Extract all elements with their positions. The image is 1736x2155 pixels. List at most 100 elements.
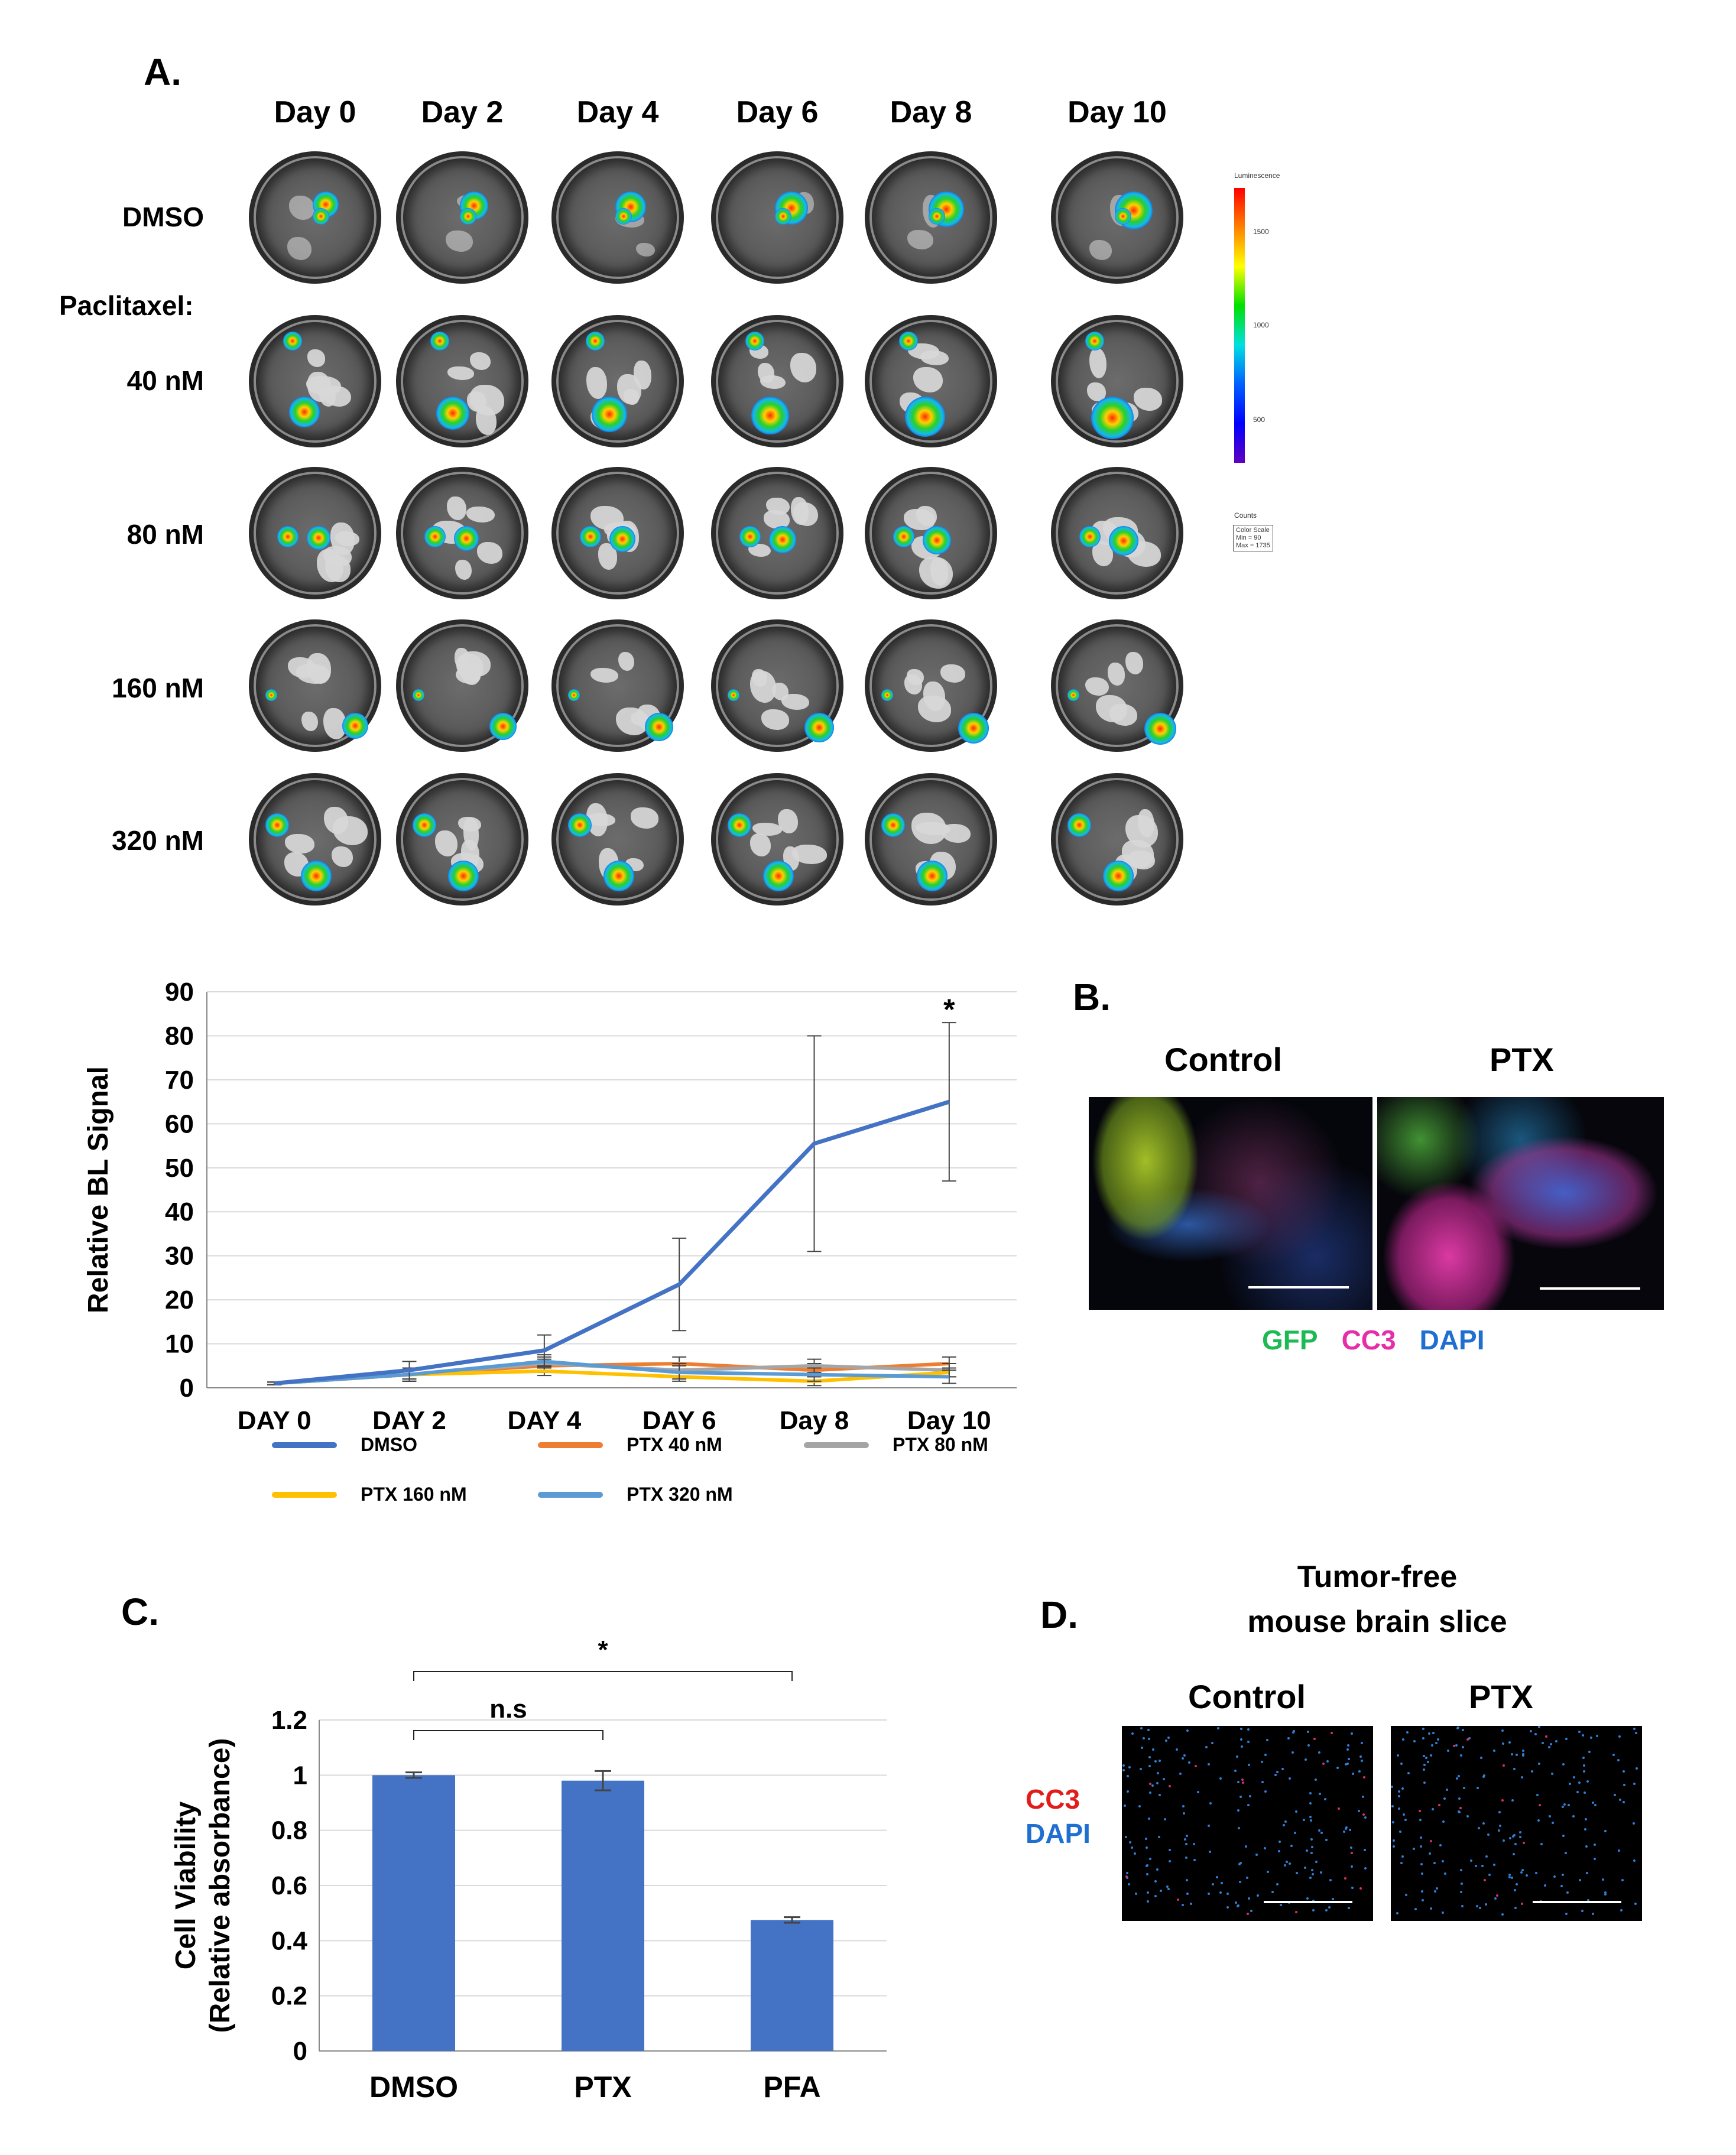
cell-nucleus-dot — [1540, 1843, 1543, 1846]
cell-nucleus-dot — [1209, 1850, 1212, 1853]
cell-nucleus-dot — [1475, 1865, 1478, 1868]
cell-nucleus-dot — [1280, 1903, 1283, 1906]
y-tick-label: 90 — [165, 978, 194, 1007]
cell-nucleus-dot — [1176, 1748, 1179, 1751]
cell-viability-bar-chart: 0 0.2 0.4 0.6 0.8 1 1.2 DMSO PTX PFA Cell Viabilit… — [170, 1635, 887, 2104]
tissue-slice — [635, 242, 655, 257]
cell-nucleus-dot — [1582, 1764, 1585, 1767]
tissue-slice — [920, 350, 949, 365]
cell-nucleus-dot — [1190, 1903, 1193, 1906]
cell-nucleus-dot — [1247, 1804, 1250, 1807]
cell-nucleus-dot — [1320, 1832, 1323, 1835]
cell-nucleus-dot — [1476, 1905, 1479, 1908]
cell-nucleus-dot — [1165, 1739, 1168, 1742]
cell-nucleus-dot — [1187, 1761, 1190, 1764]
luminescence-spot — [881, 689, 893, 701]
cell-nucleus-dot — [1281, 1768, 1284, 1771]
y-tick-label: 40 — [165, 1197, 194, 1226]
cell-nucleus-dot — [1133, 1852, 1136, 1855]
stain-cc3: CC3 — [1026, 1784, 1080, 1815]
cell-nucleus-dot — [1343, 1831, 1345, 1833]
petri-dish-image — [1051, 773, 1183, 906]
cell-nucleus-dot — [1185, 1843, 1187, 1846]
cell-nucleus-dot — [1508, 1873, 1511, 1876]
cell-nucleus-dot — [1138, 1805, 1141, 1808]
petri-dish-image — [711, 467, 843, 599]
y-axis-label: (Relative absorbance) — [205, 1738, 236, 2033]
petri-dish-image — [711, 315, 843, 447]
cell-nucleus-dot — [1248, 1795, 1251, 1798]
cell-nucleus-dot — [1219, 1891, 1222, 1894]
x-tick-label: PFA — [763, 2070, 820, 2104]
tissue-slice — [618, 651, 635, 671]
panel-b-ptx-title: PTX — [1490, 1041, 1554, 1078]
cell-nucleus-dot — [1326, 1760, 1329, 1763]
cell-nucleus-dot — [1584, 1791, 1586, 1794]
petri-dish-image — [1051, 619, 1183, 752]
cell-nucleus-dot — [1501, 1913, 1504, 1916]
luminescence-spot — [893, 526, 914, 547]
legend-label: PTX 320 nM — [627, 1484, 733, 1505]
cell-nucleus-dot — [1264, 1847, 1267, 1850]
cell-nucleus-dot — [1422, 1728, 1425, 1731]
cell-nucleus-dot — [1430, 1744, 1433, 1747]
y-tick-label: 60 — [165, 1109, 194, 1138]
cell-nucleus-dot — [1226, 1892, 1229, 1895]
cell-nucleus-dot — [1310, 1838, 1313, 1841]
cell-nucleus-dot — [1241, 1781, 1244, 1784]
cell-nucleus-dot — [1513, 1768, 1516, 1771]
panel-b-stain-legend: GFP CC3 DAPI — [1262, 1324, 1485, 1356]
tissue-slice — [790, 353, 817, 383]
y-tick-label: 50 — [165, 1154, 194, 1183]
cell-nucleus-dot — [1406, 1731, 1409, 1734]
cell-nucleus-dot — [1423, 1764, 1426, 1767]
cell-nucleus-dot — [1125, 1872, 1128, 1875]
cell-nucleus-dot — [1572, 1815, 1575, 1818]
cell-nucleus-dot — [1239, 1881, 1242, 1884]
cell-nucleus-dot — [1579, 1878, 1582, 1881]
cell-nucleus-dot — [1591, 1801, 1594, 1804]
cell-nucleus-dot — [1127, 1883, 1130, 1885]
cell-nucleus-dot — [1345, 1826, 1348, 1829]
cell-nucleus-dot — [1430, 1754, 1433, 1757]
cell-nucleus-dot — [1487, 1833, 1490, 1836]
petri-dish-image — [865, 467, 997, 599]
cell-nucleus-dot — [1576, 1791, 1579, 1794]
tissue-slice — [1125, 652, 1143, 674]
cell-nucleus-dot — [1407, 1771, 1410, 1774]
cell-nucleus-dot — [1185, 1835, 1188, 1838]
colorbar-scale-line2: Min = 90 — [1236, 534, 1261, 541]
series-ptx-80-nm — [267, 1356, 956, 1385]
tissue-slice — [918, 696, 952, 723]
cell-nucleus-dot — [1211, 1883, 1214, 1885]
cell-nucleus-dot — [1293, 1832, 1296, 1835]
cell-nucleus-dot — [1226, 1906, 1229, 1909]
x-tick-label: PTX — [574, 2070, 631, 2104]
x-tick-label: DAY 0 — [238, 1406, 311, 1435]
cell-nucleus-dot — [1542, 1742, 1544, 1745]
tissue-slice — [748, 543, 771, 557]
cell-nucleus-dot — [1588, 1751, 1591, 1754]
cell-nucleus-dot — [1423, 1754, 1426, 1757]
cell-nucleus-dot — [1186, 1892, 1189, 1895]
luminescence-spot — [460, 208, 476, 225]
cell-nucleus-dot — [1462, 1746, 1465, 1749]
cell-nucleus-dot — [1276, 1770, 1279, 1773]
cell-nucleus-dot — [1508, 1876, 1511, 1879]
cell-nucleus-dot — [1329, 1878, 1332, 1881]
cell-nucleus-dot — [1344, 1877, 1347, 1880]
cell-nucleus-dot — [1419, 1809, 1422, 1812]
luminescence-spot — [929, 208, 945, 225]
luminescence-spot — [283, 332, 302, 350]
cell-nucleus-dot — [1250, 1910, 1253, 1913]
cell-nucleus-dot — [1284, 1864, 1287, 1867]
cell-nucleus-dot — [1125, 1875, 1128, 1878]
cell-nucleus-dot — [1423, 1781, 1426, 1784]
tissue-slice — [1089, 348, 1107, 379]
cell-nucleus-dot — [1594, 1804, 1597, 1807]
cell-nucleus-dot — [1152, 1748, 1155, 1751]
cell-nucleus-dot — [1443, 1797, 1446, 1800]
cell-nucleus-dot — [1248, 1897, 1251, 1900]
cell-nucleus-dot — [1154, 1880, 1157, 1883]
petri-dish-image — [249, 315, 381, 447]
